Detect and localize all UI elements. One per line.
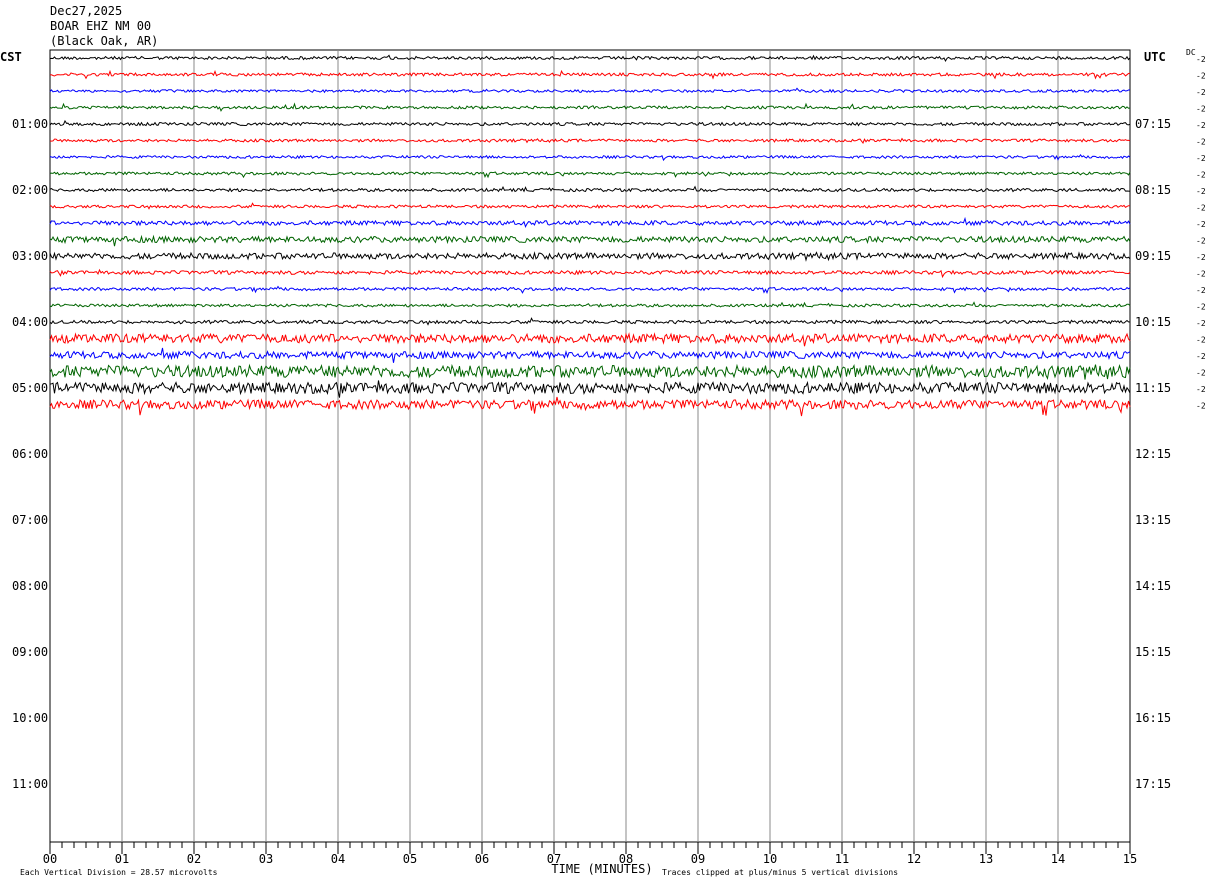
dc-offset-value: -2 — [1196, 72, 1206, 81]
dc-offset-header: DC — [1186, 48, 1196, 57]
x-tick-label: 12 — [907, 852, 921, 866]
dc-offset-value: -2 — [1196, 154, 1206, 163]
seismic-trace — [49, 347, 1131, 363]
seismic-trace — [49, 363, 1131, 380]
minute-gridlines — [121, 50, 1059, 842]
seismic-trace — [49, 137, 1131, 144]
dc-offset-value: -2 — [1196, 121, 1206, 130]
utc-hour-label: 12:15 — [1135, 447, 1171, 461]
seismic-trace — [49, 119, 1131, 127]
dc-offset-value: -2 — [1196, 336, 1206, 345]
trace-group — [49, 54, 1131, 417]
dc-offset-value: -2 — [1196, 171, 1206, 180]
footer-left-note: Each Vertical Division = 28.57 microvolt… — [20, 868, 218, 877]
dc-offset-value: -2 — [1196, 105, 1206, 114]
seismic-trace — [49, 69, 1131, 80]
seismic-trace — [49, 332, 1131, 347]
cst-hour-label: 04:00 — [12, 315, 48, 329]
x-axis-ticks — [49, 842, 1131, 854]
utc-hour-label: 11:15 — [1135, 381, 1171, 395]
x-tick-label: 15 — [1123, 852, 1137, 866]
utc-hour-label: 16:15 — [1135, 711, 1171, 725]
seismic-trace — [49, 153, 1131, 162]
seismic-trace — [49, 234, 1131, 247]
dc-offset-value: -2 — [1196, 253, 1206, 262]
cst-hour-label: 03:00 — [12, 249, 48, 263]
cst-hour-label: 08:00 — [12, 579, 48, 593]
seismic-trace — [49, 171, 1131, 179]
x-tick-label: 10 — [763, 852, 777, 866]
seismic-trace — [49, 54, 1131, 63]
dc-offset-value: -2 — [1196, 303, 1206, 312]
cst-hour-label: 05:00 — [12, 381, 48, 395]
seismic-trace — [49, 285, 1131, 295]
dc-offset-value: -2 — [1196, 286, 1206, 295]
cst-hour-label: 11:00 — [12, 777, 48, 791]
utc-hour-label: 10:15 — [1135, 315, 1171, 329]
cst-hour-label: 07:00 — [12, 513, 48, 527]
cst-hour-label: 06:00 — [12, 447, 48, 461]
seismic-trace — [49, 216, 1131, 229]
dc-offset-value: -2 — [1196, 204, 1206, 213]
dc-offset-value: -2 — [1196, 187, 1206, 196]
cst-hour-label: 01:00 — [12, 117, 48, 131]
utc-hour-label: 08:15 — [1135, 183, 1171, 197]
utc-hour-label: 13:15 — [1135, 513, 1171, 527]
x-tick-label: 11 — [835, 852, 849, 866]
dc-offset-value: -2 — [1196, 319, 1206, 328]
seismic-trace — [49, 268, 1131, 279]
footer-right-note: Traces clipped at plus/minus 5 vertical … — [662, 868, 898, 877]
x-tick-label: 02 — [187, 852, 201, 866]
seismic-trace — [49, 87, 1131, 94]
cst-hour-label: 10:00 — [12, 711, 48, 725]
x-tick-label: 07 — [547, 852, 561, 866]
cst-hour-label: 02:00 — [12, 183, 48, 197]
header-station: BOAR EHZ NM 00 — [50, 19, 152, 33]
seismic-trace — [49, 317, 1131, 326]
x-tick-label: 00 — [43, 852, 57, 866]
seismic-trace — [49, 251, 1131, 262]
x-tick-label: 03 — [259, 852, 273, 866]
utc-hour-label: 14:15 — [1135, 579, 1171, 593]
dc-offset-value: -2 — [1196, 385, 1206, 394]
utc-hour-label: 07:15 — [1135, 117, 1171, 131]
dc-offset-value: -2 — [1196, 402, 1206, 411]
header-location: (Black Oak, AR) — [50, 34, 159, 48]
x-tick-label: 01 — [115, 852, 129, 866]
x-axis-label: TIME (MINUTES) — [551, 862, 652, 876]
seismic-trace — [49, 380, 1131, 398]
x-tick-label: 05 — [403, 852, 417, 866]
seismic-trace — [49, 301, 1131, 308]
seismic-trace — [49, 185, 1131, 193]
dc-offset-value: -2 — [1196, 220, 1206, 229]
seismic-trace — [49, 202, 1131, 210]
dc-offset-value: -2 — [1196, 138, 1206, 147]
dc-offset-value: -2 — [1196, 369, 1206, 378]
dc-offset-value: -2 — [1196, 55, 1206, 64]
x-tick-label: 09 — [691, 852, 705, 866]
x-tick-label: 06 — [475, 852, 489, 866]
x-tick-label: 04 — [331, 852, 345, 866]
utc-hour-label: 15:15 — [1135, 645, 1171, 659]
seismic-trace — [49, 396, 1131, 417]
dc-offset-value: -2 — [1196, 270, 1206, 279]
dc-offset-value: -2 — [1196, 237, 1206, 246]
utc-hour-label: 09:15 — [1135, 249, 1171, 263]
cst-hour-label: 09:00 — [12, 645, 48, 659]
utc-hour-label: 17:15 — [1135, 777, 1171, 791]
x-tick-label: 14 — [1051, 852, 1065, 866]
x-tick-label: 13 — [979, 852, 993, 866]
dc-offset-value: -2 — [1196, 352, 1206, 361]
seismic-trace — [49, 102, 1131, 112]
dc-offset-value: -2 — [1196, 88, 1206, 97]
right-timezone-label: UTC — [1144, 50, 1166, 64]
left-timezone-label: CST — [0, 50, 22, 64]
plot-frame — [49, 49, 1131, 843]
x-tick-label: 08 — [619, 852, 633, 866]
header-date: Dec27,2025 — [50, 4, 123, 18]
axis-labels: 00 01 02 03 04 05 06 07 08 09 10 11 12 13 14 15 01:00 02:… — [12, 55, 1206, 866]
